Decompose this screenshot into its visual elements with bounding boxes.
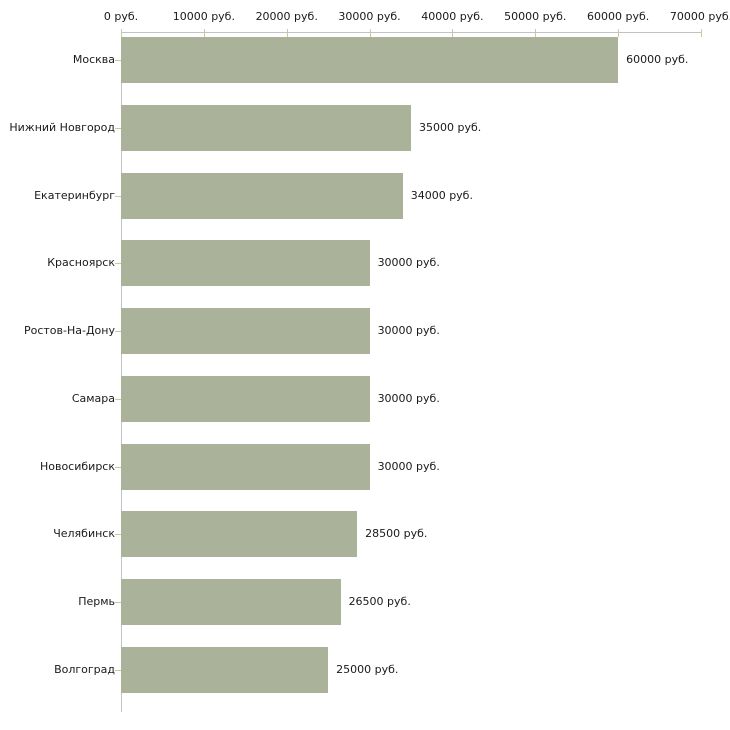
value-label: 30000 руб. [377,324,440,337]
category-tick [115,602,121,603]
value-label: 25000 руб. [336,662,399,676]
bar-7 [121,511,358,558]
x-axis-tick-label: 50000 руб. [504,10,567,23]
x-axis-tick [369,29,371,37]
y-axis-line [121,32,122,712]
category-label: Челябинск [53,527,115,541]
category-tick [115,263,121,265]
value-label: 30000 руб. [377,391,440,405]
x-axis-line [121,32,701,33]
category-tick [115,534,121,536]
x-axis-tick-label: 10000 руб. [172,10,235,23]
value-label: 26500 руб. [348,595,411,608]
value-label: 28500 руб. [365,527,428,541]
category-tick [115,331,121,332]
bar-0 [121,37,619,83]
bar-5 [121,375,370,422]
x-axis-tick-label: 40000 руб. [421,10,484,23]
category-label: Волгоград [54,662,115,676]
x-axis-tick [203,29,205,37]
bar-2 [121,172,403,219]
category-label: Самара [71,391,115,405]
bar-3 [121,240,370,287]
category-label: Красноярск [47,256,115,270]
x-axis-tick-label: 70000 руб. [669,10,730,23]
x-axis-tick [618,29,620,37]
category-label: Москва [72,53,115,66]
category-tick [115,398,121,400]
bar-6 [121,443,370,490]
x-axis-tick-label: 0 руб. [103,10,139,23]
value-label: 34000 руб. [410,188,473,202]
bar-4 [121,308,370,354]
bar-1 [121,104,411,151]
category-label: Ростов-На-Дону [23,324,115,337]
x-axis-tick [701,29,702,37]
category-label: Екатеринбург [34,188,115,202]
x-axis-tick-label: 60000 руб. [587,10,650,23]
category-tick [115,669,121,671]
bar-9 [121,646,329,693]
value-label: 60000 руб. [626,53,689,66]
x-axis-tick [121,29,122,37]
category-label: Новосибирск [39,459,115,473]
category-tick [115,60,121,61]
category-tick [115,127,121,129]
value-label: 30000 руб. [377,459,440,473]
category-tick [115,466,121,468]
value-label: 30000 руб. [377,256,440,270]
category-label: Пермь [78,595,115,608]
x-axis-tick [286,29,288,37]
category-label: Нижний Новгород [9,120,115,134]
category-tick [115,195,121,197]
x-axis-tick [535,29,537,37]
x-axis-tick [452,29,454,37]
x-axis-tick-label: 30000 руб. [338,10,401,23]
value-label: 35000 руб. [419,120,482,134]
x-axis-tick-label: 20000 руб. [255,10,318,23]
bar-8 [121,579,341,625]
